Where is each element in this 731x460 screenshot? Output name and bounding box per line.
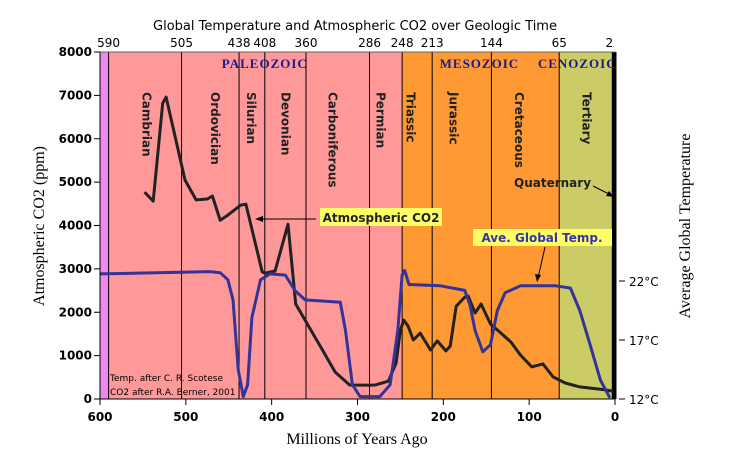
y-tick-label: 2000 [59,305,92,319]
period-boundaries: 590 505 438 408 360 286 248 213 144 65 2 [97,36,615,399]
boundary-tick-label: 505 [170,36,193,50]
period-label: Carboniferous [326,92,340,188]
period-label: Devonian [278,92,292,155]
quaternary-label: Quaternary [514,176,591,190]
co2-line [143,95,616,394]
quaternary-arrow-head [606,191,614,197]
annotations: Atmospheric CO2 Ave. Global Temp. Quater… [109,176,614,398]
y2-axis-label: Average Global Temperature [677,134,694,319]
boundary-tick-label: 438 [228,36,251,50]
boundary-tick-label: 248 [391,36,414,50]
era-band [100,52,109,399]
period-label: Silurian [244,92,258,144]
y-tick-label: 3000 [59,262,92,276]
x-tick-label: 100 [517,410,542,424]
temp-arrow [537,246,546,279]
temp-arrow-head [535,274,541,282]
y-tick-label: 8000 [59,45,92,59]
y-tick-label: 0 [84,392,92,406]
period-labels: Cambrian Ordovician Silurian Devonian Carbon… [139,91,593,188]
y-tick-label: 5000 [59,175,92,189]
era-bands [100,52,615,399]
period-label: Jurassic [447,91,461,145]
era-label: MESOZOIC [440,56,520,71]
co2-label-box [320,208,442,226]
boundary-tick-label: 590 [97,36,120,50]
boundary-tick-label: 360 [295,36,318,50]
boundary-tick-label: 213 [421,36,444,50]
x-tick-label: 400 [259,410,284,424]
credit-co2: CO2 after R.A. Berner, 2001 [110,388,235,398]
temp-label: Ave. Global Temp. [481,231,602,245]
boundary-tick-label: 65 [552,36,567,50]
boundary-tick-label: 2 [605,36,613,50]
co2-arrow-head [255,216,263,222]
period-label: Tertiary [580,92,594,145]
y-tick-label: 7000 [59,88,92,102]
series-lines [99,95,616,399]
era-band [559,52,615,399]
y-axis-label: Atmospheric CO2 (ppm) [31,146,48,306]
era-labels: PALEOZOIC MESOZOIC CENOZOIC [222,56,617,71]
temp-label-box [473,229,612,246]
co2-label: Atmospheric CO2 [323,211,440,225]
boundary-tick-label: 286 [358,36,381,50]
x-tick-label: 600 [87,410,112,424]
temperature-line [99,268,612,399]
y-tick-label: 1000 [59,349,92,363]
x-tick-label: 500 [173,410,198,424]
y2-tick-label: 17°C [629,334,659,348]
boundary-tick-label: 144 [480,36,503,50]
x-tick-label: 200 [431,410,456,424]
y2-tick-label: 22°C [629,275,659,289]
period-label: Triassic [404,92,418,143]
boundary-tick-label: 408 [253,36,276,50]
y-tick-label: 6000 [59,132,92,146]
y2-tick-label: 12°C [629,393,659,407]
period-label: Cambrian [139,92,153,157]
period-label: Cretaceous [512,92,526,168]
chart-title: Global Temperature and Atmospheric CO2 o… [153,19,557,34]
era-label: PALEOZOIC [222,56,308,71]
period-label: Permian [374,92,388,148]
y-tick-label: 4000 [59,219,92,233]
era-label: CENOZOIC [538,56,617,71]
period-label: Ordovician [208,92,222,165]
credit-temp: Temp. after C. R. Scotese [109,374,223,384]
x-axis-label: Millions of Years Ago [286,431,427,448]
x-tick-label: 0 [611,410,619,424]
x-tick-label: 300 [345,410,370,424]
